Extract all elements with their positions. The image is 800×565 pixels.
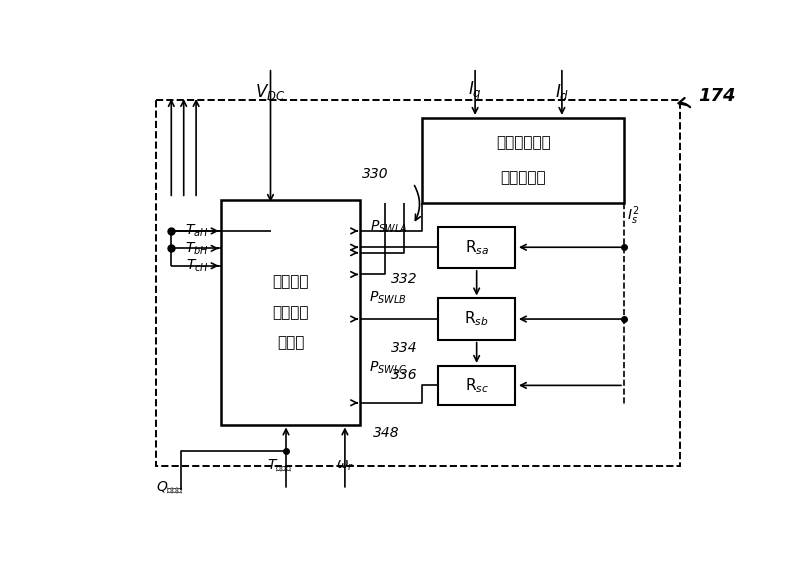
Bar <box>438 366 515 405</box>
Text: $Q_{冷却剂}$: $Q_{冷却剂}$ <box>156 479 183 496</box>
Text: $T_{冷却剂}$: $T_{冷却剂}$ <box>267 458 293 474</box>
Text: 定子电流平方: 定子电流平方 <box>496 136 550 150</box>
Text: 量值计算器: 量值计算器 <box>500 170 546 185</box>
Bar <box>438 298 515 340</box>
Text: $I_s^{2}$: $I_s^{2}$ <box>627 205 639 227</box>
Text: 高速定子: 高速定子 <box>272 275 309 289</box>
Text: $I_q$: $I_q$ <box>468 80 482 103</box>
Text: $V_{DC}$: $V_{DC}$ <box>255 82 286 102</box>
Text: $T_{aH}$: $T_{aH}$ <box>185 223 209 239</box>
Text: $I_d$: $I_d$ <box>554 82 569 102</box>
Text: 334: 334 <box>391 341 418 355</box>
Text: $P_{SWLC}$: $P_{SWLC}$ <box>369 359 407 376</box>
Text: 绕组温度: 绕组温度 <box>272 305 309 320</box>
Text: 174: 174 <box>698 87 736 105</box>
Text: $T_{bH}$: $T_{bH}$ <box>185 240 209 257</box>
Bar <box>422 118 624 203</box>
Text: R$_{sc}$: R$_{sc}$ <box>465 376 489 395</box>
Text: $P_{SWLB}$: $P_{SWLB}$ <box>370 290 407 306</box>
Text: R$_{sb}$: R$_{sb}$ <box>464 310 489 328</box>
Bar <box>221 201 360 424</box>
Text: 330: 330 <box>362 167 388 181</box>
Text: 估计器: 估计器 <box>277 336 304 350</box>
Text: $P_{SWLA}$: $P_{SWLA}$ <box>370 219 407 235</box>
Text: 332: 332 <box>391 272 418 286</box>
Text: $T_{cH}$: $T_{cH}$ <box>186 258 209 274</box>
Bar <box>156 101 680 466</box>
Text: $\omega_r$: $\omega_r$ <box>336 459 354 473</box>
Text: 348: 348 <box>373 426 399 440</box>
Text: R$_{sa}$: R$_{sa}$ <box>465 238 489 257</box>
Bar <box>438 227 515 268</box>
Text: 336: 336 <box>391 367 418 381</box>
